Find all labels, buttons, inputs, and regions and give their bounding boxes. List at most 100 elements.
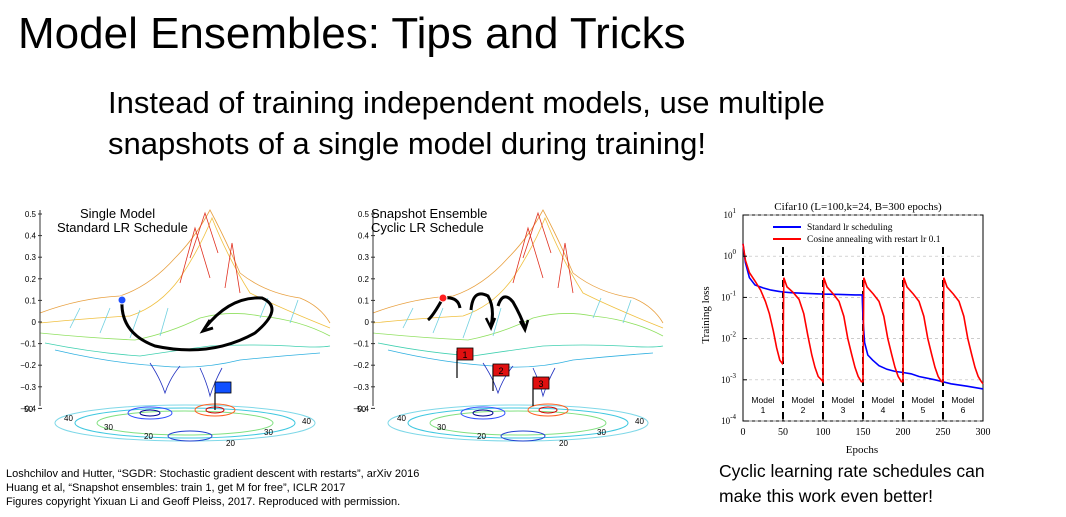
caption-line: make this work even better! bbox=[719, 486, 933, 506]
model-label-bg bbox=[867, 392, 899, 416]
model-label-number: 5 bbox=[921, 405, 926, 415]
slide-subtitle: Instead of training independent models, … bbox=[108, 82, 825, 164]
y-tick-exponent: -1 bbox=[730, 289, 736, 297]
z-tick-label: −0.2 bbox=[20, 361, 36, 370]
y-tick-base: 10 bbox=[721, 292, 731, 302]
model-label-number: 2 bbox=[801, 405, 806, 415]
references: Loshchilov and Hutter, “SGDR: Stochastic… bbox=[6, 467, 419, 509]
surface-contours bbox=[54, 403, 316, 442]
series-line bbox=[742, 243, 984, 390]
z-tick-label: −0.2 bbox=[353, 361, 369, 370]
reference-line: Loshchilov and Hutter, “SGDR: Stochastic… bbox=[6, 468, 420, 480]
snapshot-flag-3: 3 bbox=[532, 376, 550, 406]
reference-line: Figures copyright Yixuan Li and Geoff Pl… bbox=[6, 496, 401, 508]
model-label-name: Model bbox=[791, 395, 814, 405]
y-tick-label: 30 bbox=[597, 428, 606, 437]
chart-legend: Standard lr scheduling Cosine annealing w… bbox=[763, 218, 961, 246]
x-tick-label: 20 bbox=[477, 432, 486, 441]
model-label-name: Model bbox=[911, 395, 934, 405]
surface-label-line: Single Model bbox=[80, 206, 155, 221]
x-tick-label: 50 bbox=[24, 405, 33, 414]
caption-line: Cyclic learning rate schedules can bbox=[719, 461, 985, 481]
z-tick-label: −0.4 bbox=[353, 404, 369, 413]
y-tick-label: 10-2 bbox=[721, 331, 736, 344]
minimum-flag bbox=[214, 381, 232, 410]
y-tick-exponent: 0 bbox=[733, 248, 737, 256]
x-tick-label: 40 bbox=[64, 414, 73, 423]
y-tick-exponent: -4 bbox=[730, 413, 736, 421]
z-tick-label: 0.4 bbox=[25, 232, 37, 241]
legend-label: Standard lr scheduling bbox=[807, 223, 893, 233]
x-tick-label: 200 bbox=[896, 427, 911, 438]
x-tick-label: 30 bbox=[104, 423, 113, 432]
series-layer bbox=[742, 243, 984, 390]
model-label-number: 1 bbox=[761, 405, 766, 415]
surface-mesh bbox=[39, 209, 331, 398]
model-label-name: Model bbox=[871, 395, 894, 405]
flag-number: 3 bbox=[538, 379, 543, 389]
flag-number: 2 bbox=[498, 366, 503, 376]
x-axis-label: Epochs bbox=[846, 444, 878, 456]
z-tick-label: 0 bbox=[32, 318, 37, 327]
z-tick-label: 0.1 bbox=[358, 296, 370, 305]
y-axis-label: Training loss bbox=[700, 286, 712, 343]
y-tick-base: 10 bbox=[724, 251, 734, 261]
y-tick-base: 10 bbox=[721, 334, 731, 344]
loss-surface-single-model: 0.5 0.4 0.3 0.2 0.1 0 −0.1 −0.2 −0.3 −0.4 50 40 30 2… bbox=[20, 206, 331, 448]
y-axis-ticks: 20304050 bbox=[559, 417, 644, 448]
start-point-marker bbox=[438, 293, 448, 303]
flag-number: 1 bbox=[462, 350, 467, 360]
x-axis-ticks: 50 40 30 20 bbox=[24, 405, 153, 441]
x-tick-label: 0 bbox=[741, 427, 746, 438]
model-label-bg bbox=[907, 392, 939, 416]
loss-surface-snapshot-ensemble: 1 2 3 0.5 0.4 0.3 0.2 0.1 0 −0.1 −0.2 −0.3 −0.4 5… bbox=[353, 206, 664, 448]
y-tick-label: 100 bbox=[724, 248, 737, 261]
x-axis-ticks: 50 40 30 20 bbox=[357, 405, 486, 441]
z-tick-label: 0.5 bbox=[358, 210, 370, 219]
surface-label-line: Cyclic LR Schedule bbox=[371, 220, 484, 235]
slide-title: Model Ensembles: Tips and Tricks bbox=[18, 9, 686, 58]
series-line bbox=[742, 243, 984, 385]
model-label-name: Model bbox=[751, 395, 774, 405]
y-tick-label: 10-3 bbox=[721, 372, 736, 385]
z-axis-ticks: 0.5 0.4 0.3 0.2 0.1 0 −0.1 −0.2 −0.3 −0.4 bbox=[20, 210, 42, 413]
model-label-name: Model bbox=[951, 395, 974, 405]
reference-line: Huang et al, “Snapshot ensembles: train … bbox=[6, 482, 346, 494]
z-tick-label: 0.4 bbox=[358, 232, 370, 241]
model-label-bg bbox=[827, 392, 859, 416]
x-tick-label: 50 bbox=[778, 427, 788, 438]
z-tick-label: 0 bbox=[365, 318, 370, 327]
start-point-marker bbox=[117, 295, 127, 305]
z-tick-label: −0.4 bbox=[20, 404, 36, 413]
y-tick-exponent: -2 bbox=[730, 331, 736, 339]
z-tick-label: 0.2 bbox=[25, 275, 37, 284]
model-label-bg bbox=[747, 392, 779, 416]
y-tick-label: 40 bbox=[635, 417, 644, 426]
model-label-number: 6 bbox=[961, 405, 966, 415]
y-tick-label: 20 bbox=[559, 439, 568, 448]
snapshot-flag-2: 2 bbox=[492, 363, 510, 391]
subtitle-line: snapshots of a single model during train… bbox=[108, 126, 706, 161]
x-tick-label: 100 bbox=[816, 427, 831, 438]
z-tick-label: −0.3 bbox=[20, 383, 36, 392]
y-tick-base: 10 bbox=[724, 210, 734, 220]
x-tick-label: 40 bbox=[397, 414, 406, 423]
surface-label-line: Snapshot Ensemble bbox=[371, 206, 487, 221]
snapshot-flag-1: 1 bbox=[456, 347, 474, 378]
z-axis-ticks: 0.5 0.4 0.3 0.2 0.1 0 −0.1 −0.2 −0.3 −0.4 bbox=[353, 210, 375, 413]
model-label-bg bbox=[787, 392, 819, 416]
subtitle-line: Instead of training independent models, … bbox=[108, 85, 825, 120]
x-tick-label: 30 bbox=[437, 423, 446, 432]
chart-title: Cifar10 (L=100,k=24, B=300 epochs) bbox=[774, 201, 942, 213]
y-tick-label: 30 bbox=[264, 428, 273, 437]
model-label-number: 3 bbox=[841, 405, 846, 415]
z-tick-label: 0.5 bbox=[25, 210, 37, 219]
legend-box bbox=[763, 218, 961, 246]
z-tick-label: 0.3 bbox=[358, 253, 370, 262]
snapshot-lines bbox=[782, 247, 944, 421]
z-tick-label: −0.1 bbox=[20, 340, 36, 349]
y-tick-label: 20 bbox=[226, 439, 235, 448]
figure-caption: Cyclic learning rate schedules can make … bbox=[719, 459, 985, 509]
